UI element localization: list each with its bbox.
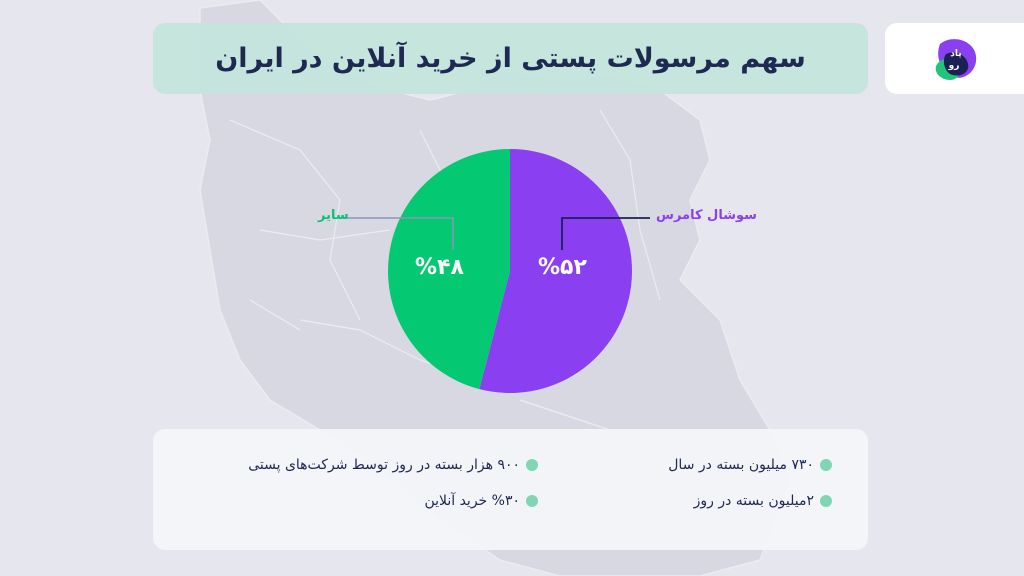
- pie-slice-other[interactable]: [388, 149, 510, 390]
- label-other: سایر: [318, 208, 349, 223]
- title-bar: سهم مرسولات پستی از خرید آنلاین در ایران: [153, 23, 868, 94]
- fact-item: ۹۰۰ هزار بسته در روز توسط شرکت‌های پستی: [248, 457, 538, 473]
- pct-social-commerce: %۵۲: [538, 255, 587, 280]
- fact-item: %۳۰ خرید آنلاین: [424, 493, 538, 509]
- label-social-commerce: سوشال کامرس: [656, 208, 757, 223]
- fact-text: ۷۳۰ میلیون بسته در سال: [668, 457, 814, 473]
- fact-text: ۹۰۰ هزار بسته در روز توسط شرکت‌های پستی: [248, 457, 520, 473]
- pie-slice-social-commerce[interactable]: [479, 149, 633, 393]
- pie-chart: [388, 149, 633, 393]
- bullet-dot-icon: [820, 495, 832, 507]
- bullet-dot-icon: [526, 495, 538, 507]
- facts-panel: ۷۳۰ میلیون بسته در سال ۲میلیون بسته در ر…: [153, 429, 868, 550]
- fact-item: ۷۳۰ میلیون بسته در سال: [668, 457, 832, 473]
- bullet-dot-icon: [820, 459, 832, 471]
- pct-other: %۴۸: [415, 255, 464, 280]
- logo-card: پاد رو: [885, 23, 1024, 94]
- padro-logo-icon: پاد رو: [935, 38, 976, 80]
- fact-text: ۲میلیون بسته در روز: [693, 493, 814, 509]
- bullet-dot-icon: [526, 459, 538, 471]
- page-title: سهم مرسولات پستی از خرید آنلاین در ایران: [215, 43, 806, 74]
- svg-text:پاد: پاد: [950, 49, 961, 59]
- svg-text:رو: رو: [947, 61, 959, 71]
- fact-text: %۳۰ خرید آنلاین: [424, 493, 520, 509]
- fact-item: ۲میلیون بسته در روز: [694, 493, 832, 509]
